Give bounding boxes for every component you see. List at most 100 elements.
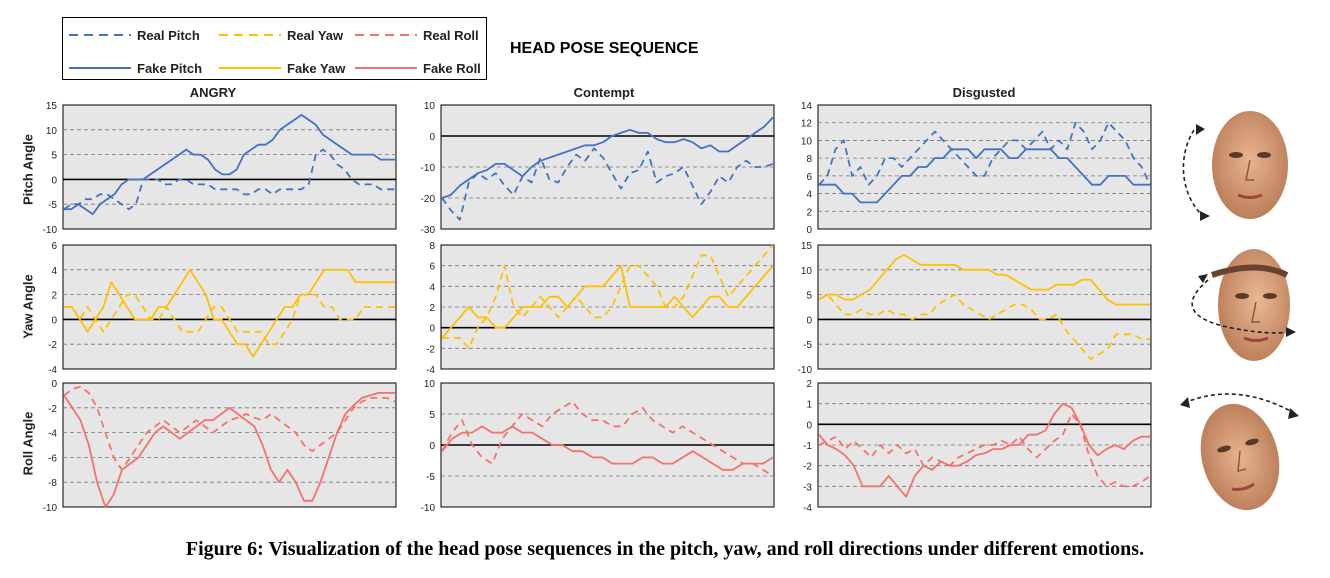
chart-panel: -4 -3 -2 -1 0 1 2 <box>803 379 1152 514</box>
tick-label: -5 <box>803 340 812 351</box>
tick-label: -10 <box>43 225 58 236</box>
tick-label: -6 <box>48 453 57 464</box>
fake-series-line <box>441 425 774 471</box>
real-yaw-swatch <box>219 34 281 36</box>
tick-label: 0 <box>51 315 57 326</box>
legend-label: Fake Yaw <box>287 60 346 76</box>
tick-label: 15 <box>46 101 58 112</box>
tick-label: 5 <box>806 291 812 302</box>
tick-label: -10 <box>43 503 58 514</box>
tick-label: 5 <box>429 410 435 421</box>
legend-label: Real Roll <box>423 27 479 43</box>
legend-fake-roll: Fake Roll <box>355 59 481 77</box>
tick-label: 10 <box>424 379 436 390</box>
fake-series-line <box>64 114 395 216</box>
tick-label: -1 <box>803 441 812 452</box>
legend-label: Real Pitch <box>137 27 200 43</box>
tick-label: -4 <box>803 503 812 514</box>
tick-label: 2 <box>429 303 435 314</box>
chart-panel: -10 -8 -6 -4 -2 0 <box>43 379 397 514</box>
legend-label: Real Yaw <box>287 27 344 43</box>
fake-series-line <box>818 253 1150 306</box>
tick-label: -4 <box>48 429 57 440</box>
tick-label: -2 <box>426 344 435 355</box>
legend-label: Fake Roll <box>423 60 481 76</box>
tick-label: -3 <box>803 482 812 493</box>
fake-pitch-swatch <box>69 67 131 69</box>
tick-label: -5 <box>48 200 57 211</box>
tick-label: 2 <box>806 207 812 218</box>
tick-label: 15 <box>801 241 813 252</box>
plot-area <box>62 244 397 370</box>
fake-series-line <box>819 148 1150 204</box>
chart-panel: 0 2 4 6 8 10 12 14 <box>801 101 1152 236</box>
tick-label: 6 <box>806 172 812 183</box>
chart-panel: -4 -2 0 2 4 6 8 <box>426 241 775 376</box>
tick-label: 0 <box>806 315 812 326</box>
chart-panel: -30 -20 -10 0 10 <box>421 101 775 236</box>
legend: Real Pitch Real Yaw Real Roll Fake Pitch… <box>62 17 487 80</box>
plot-area <box>440 244 775 370</box>
tick-label: -10 <box>421 163 436 174</box>
legend-fake-pitch: Fake Pitch <box>69 59 202 77</box>
chart-panel: -10 -5 0 5 10 15 <box>798 241 1152 376</box>
figure-caption: Figure 6: Visualization of the head pose… <box>185 538 1145 560</box>
legend-real-roll: Real Roll <box>355 26 479 44</box>
tick-label: 6 <box>51 241 57 252</box>
fake-series-line <box>818 402 1150 498</box>
column-title-angry: ANGRY <box>189 85 237 100</box>
tick-label: 0 <box>429 324 435 335</box>
legend-label: Fake Pitch <box>137 60 203 76</box>
tick-label: -10 <box>421 503 436 514</box>
real-series-line <box>818 121 1151 186</box>
face-roll-image <box>1180 393 1299 511</box>
face-pitch-image <box>1182 111 1288 221</box>
chart-panel: -4 -2 0 2 4 6 <box>48 241 397 376</box>
real-series-line <box>818 413 1151 488</box>
real-series-line <box>441 147 774 221</box>
pitch-arrow-icon <box>1182 129 1203 216</box>
tick-label: 8 <box>806 154 812 165</box>
tick-label: 0 <box>806 420 812 431</box>
tick-label: -30 <box>421 225 436 236</box>
tick-label: -4 <box>48 365 57 376</box>
face-yaw-image <box>1191 249 1296 361</box>
fake-roll-swatch <box>355 67 417 69</box>
tick-label: -20 <box>421 194 436 205</box>
legend-fake-yaw: Fake Yaw <box>219 59 345 77</box>
tick-label: 0 <box>429 441 435 452</box>
column-title-contempt: Contempt <box>573 85 635 100</box>
plot-area <box>62 104 397 230</box>
plot-area <box>817 104 1152 230</box>
tick-label: -10 <box>798 365 813 376</box>
plot-area <box>817 244 1152 370</box>
tick-label: 4 <box>429 282 435 293</box>
yaw-arrow-icon <box>1191 279 1291 334</box>
tick-label: 10 <box>46 126 58 137</box>
tick-label: 0 <box>51 175 57 186</box>
fake-series-line <box>441 116 774 199</box>
fake-series-line <box>441 264 774 339</box>
chart-panel: -10 -5 0 5 10 <box>421 379 775 514</box>
fake-yaw-swatch <box>219 67 281 69</box>
tick-label: 4 <box>51 266 57 277</box>
real-series-line <box>63 148 395 211</box>
tick-label: 12 <box>801 119 813 130</box>
tick-label: -4 <box>426 365 435 376</box>
tick-label: 10 <box>801 266 813 277</box>
plot-area <box>62 382 397 508</box>
tick-label: 6 <box>429 262 435 273</box>
tick-label: 10 <box>424 101 436 112</box>
tick-label: -2 <box>48 404 57 415</box>
legend-real-yaw: Real Yaw <box>219 26 343 44</box>
tick-label: 2 <box>51 291 57 302</box>
tick-label: -2 <box>803 462 812 473</box>
real-series-line <box>441 400 774 477</box>
tick-label: 14 <box>801 101 813 112</box>
real-pitch-swatch <box>69 34 131 36</box>
roll-arrow-icon <box>1183 393 1295 414</box>
real-series-line <box>442 244 774 350</box>
fake-series-line <box>64 268 395 358</box>
